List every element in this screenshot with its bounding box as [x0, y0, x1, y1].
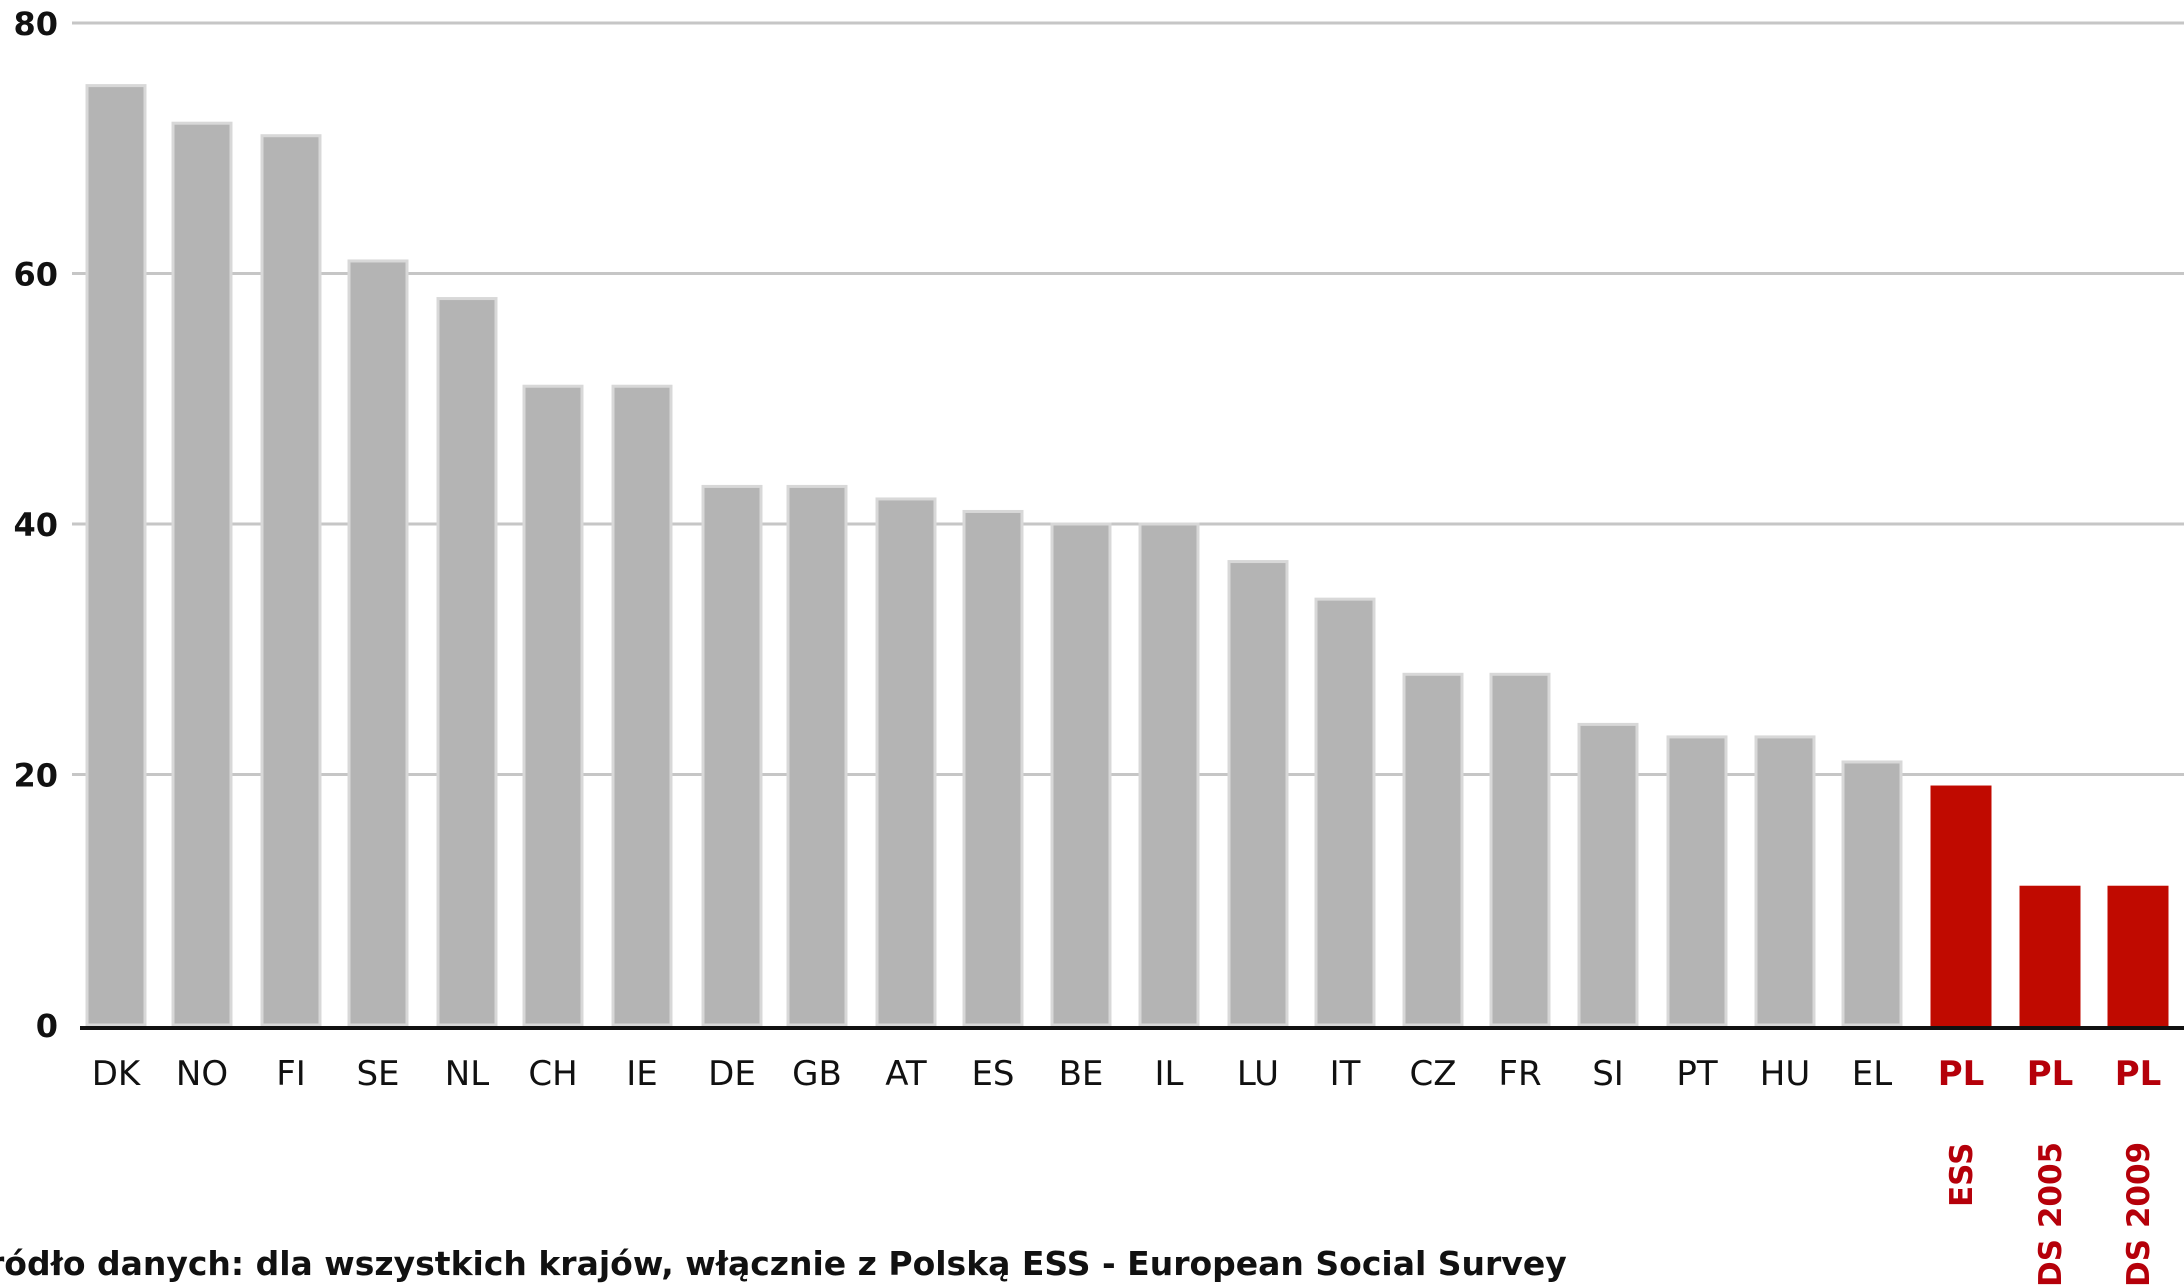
x-tick-label: PT	[1676, 1054, 1718, 1094]
bar-it	[1314, 597, 1376, 1027]
x-tick-label: CZ	[1409, 1054, 1456, 1094]
x-tick-label: IE	[626, 1054, 658, 1094]
y-tick-label: 20	[13, 757, 58, 795]
bar-lu	[1227, 560, 1289, 1027]
x-tick-label: PL	[1938, 1054, 1985, 1094]
x-tick-label: IT	[1330, 1054, 1361, 1094]
x-tick-label: PL	[2027, 1054, 2074, 1094]
bar-pl-ess	[1930, 785, 1992, 1027]
bar-es	[962, 509, 1024, 1027]
x-tick-label: PL	[2115, 1054, 2162, 1094]
bar-de	[701, 484, 763, 1027]
x-tick-sublabel: DS 2009	[2121, 1142, 2157, 1287]
x-tick-label: GB	[792, 1054, 842, 1094]
x-tick-label: ES	[971, 1054, 1014, 1094]
x-tick-label: AT	[885, 1054, 927, 1094]
x-tick-label: SE	[356, 1054, 399, 1094]
bar-pt	[1666, 735, 1728, 1027]
x-tick-label: NL	[445, 1054, 489, 1094]
x-tick-label: IL	[1155, 1054, 1184, 1094]
bar-dk	[85, 84, 147, 1027]
bar-si	[1577, 722, 1639, 1027]
bar-pl-ds-2009	[2107, 885, 2169, 1027]
source-note: ródło danych: dla wszystkich krajów, włą…	[0, 1244, 1567, 1283]
y-tick-label: 0	[36, 1007, 58, 1045]
x-tick-sublabel: DS 2005	[2033, 1142, 2069, 1287]
x-tick-label: DK	[92, 1054, 142, 1094]
x-tick-label: NO	[176, 1054, 228, 1094]
bar-gb	[786, 484, 848, 1027]
y-tick-label: 60	[13, 256, 58, 294]
x-tick-label: CH	[528, 1054, 577, 1094]
bar-fi	[260, 134, 322, 1027]
bar-pl-ds-2005	[2019, 885, 2081, 1027]
bar-hu	[1754, 735, 1816, 1027]
bar-ie	[611, 384, 673, 1027]
bar-nl	[436, 297, 498, 1027]
bar-il	[1138, 522, 1200, 1027]
x-tick-label: FR	[1498, 1054, 1541, 1094]
bar-at	[875, 497, 937, 1027]
bar-el	[1841, 760, 1903, 1027]
bar-cz	[1402, 672, 1464, 1027]
x-tick-label: BE	[1059, 1054, 1104, 1094]
x-tick-label: LU	[1237, 1054, 1279, 1094]
y-tick-label: 80	[13, 5, 58, 43]
bar-se	[347, 259, 409, 1027]
y-tick-label: 40	[13, 506, 58, 544]
bar-ch	[522, 384, 584, 1027]
x-tick-sublabel: ESS	[1944, 1143, 1980, 1207]
bar-fr	[1489, 672, 1551, 1027]
x-tick-label: DE	[708, 1054, 756, 1094]
x-tick-label: FI	[276, 1054, 306, 1094]
bar-no	[171, 121, 233, 1027]
x-tick-label: SI	[1592, 1054, 1624, 1094]
x-tick-label: EL	[1852, 1054, 1892, 1094]
x-tick-label: HU	[1760, 1054, 1810, 1094]
bar-be	[1050, 522, 1112, 1027]
